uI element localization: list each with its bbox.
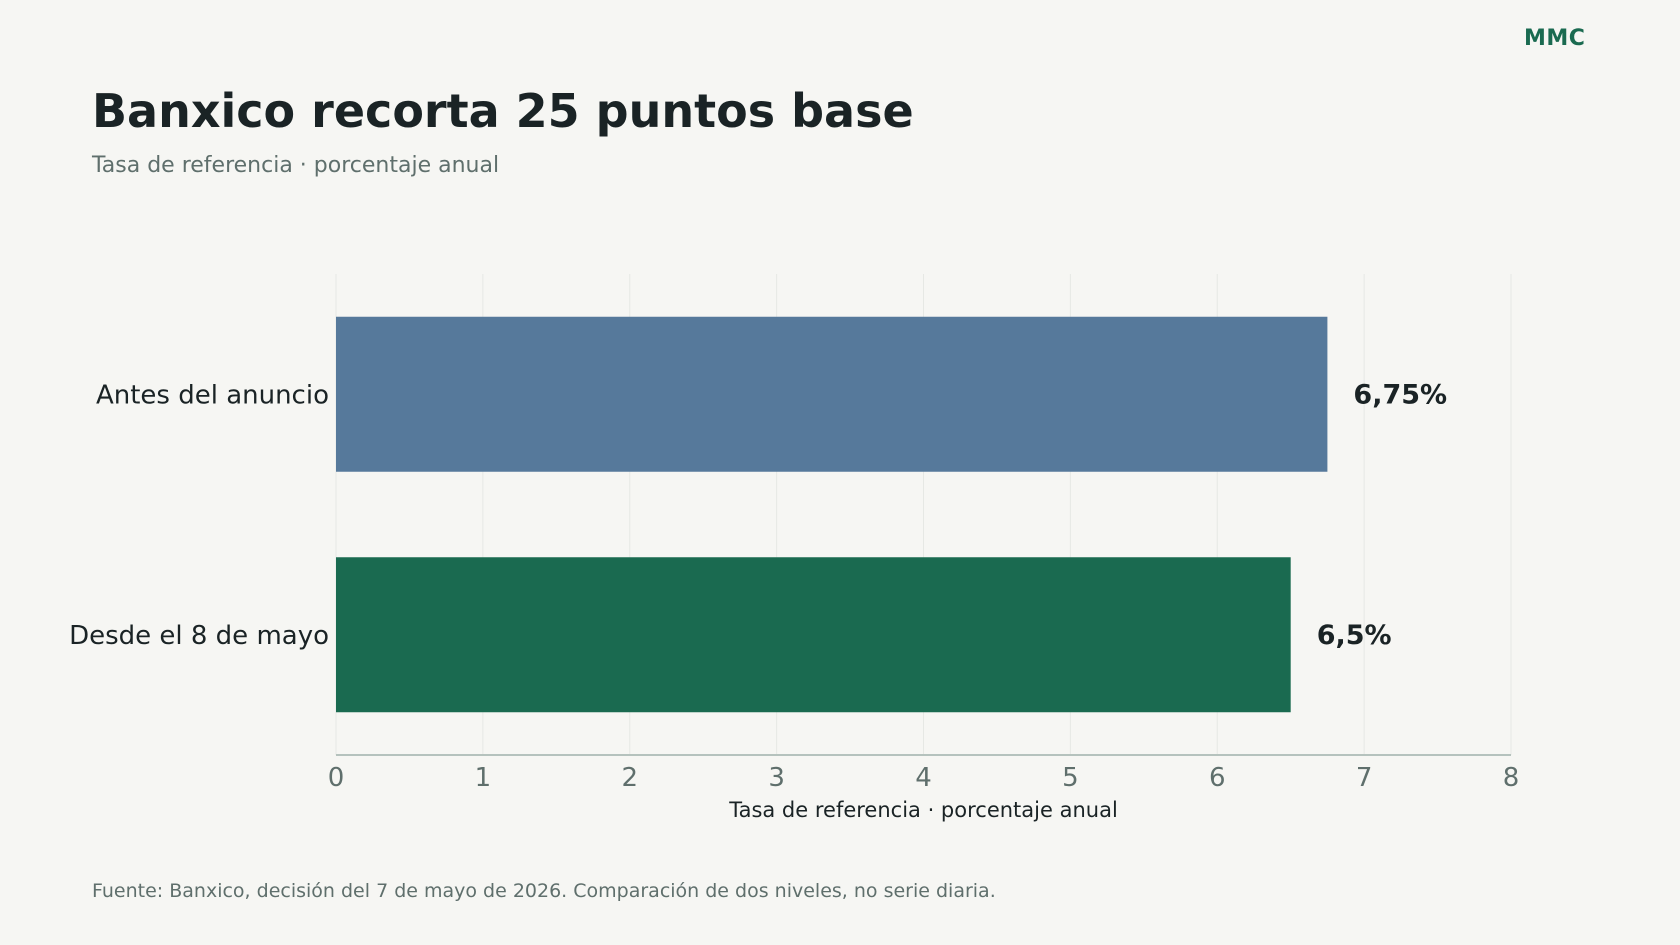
x-axis-label: Tasa de referencia · porcentaje anual xyxy=(728,798,1118,822)
x-tick-label: 2 xyxy=(621,763,638,793)
x-tick-label: 3 xyxy=(768,763,785,793)
x-tick-label: 1 xyxy=(475,763,492,793)
bar xyxy=(336,316,1328,472)
source-footnote: Fuente: Banxico, decisión del 7 de mayo … xyxy=(92,880,996,902)
x-tick-label: 5 xyxy=(1062,763,1079,793)
chart-subtitle: Tasa de referencia · porcentaje anual xyxy=(92,153,500,178)
brand-logo: MMC xyxy=(1524,26,1586,51)
chart-title: Banxico recorta 25 puntos base xyxy=(92,84,914,138)
x-tick-label: 6 xyxy=(1209,763,1226,793)
x-tick-label: 7 xyxy=(1356,763,1373,793)
x-tick-label: 0 xyxy=(328,763,345,793)
x-tick-label: 8 xyxy=(1503,763,1520,793)
y-tick-label: Desde el 8 de mayo xyxy=(69,621,329,651)
bar xyxy=(336,557,1291,713)
data-label: 6,75% xyxy=(1353,379,1447,410)
data-label: 6,5% xyxy=(1317,620,1392,651)
x-tick-label: 4 xyxy=(915,763,932,793)
y-tick-label: Antes del anuncio xyxy=(96,380,329,410)
